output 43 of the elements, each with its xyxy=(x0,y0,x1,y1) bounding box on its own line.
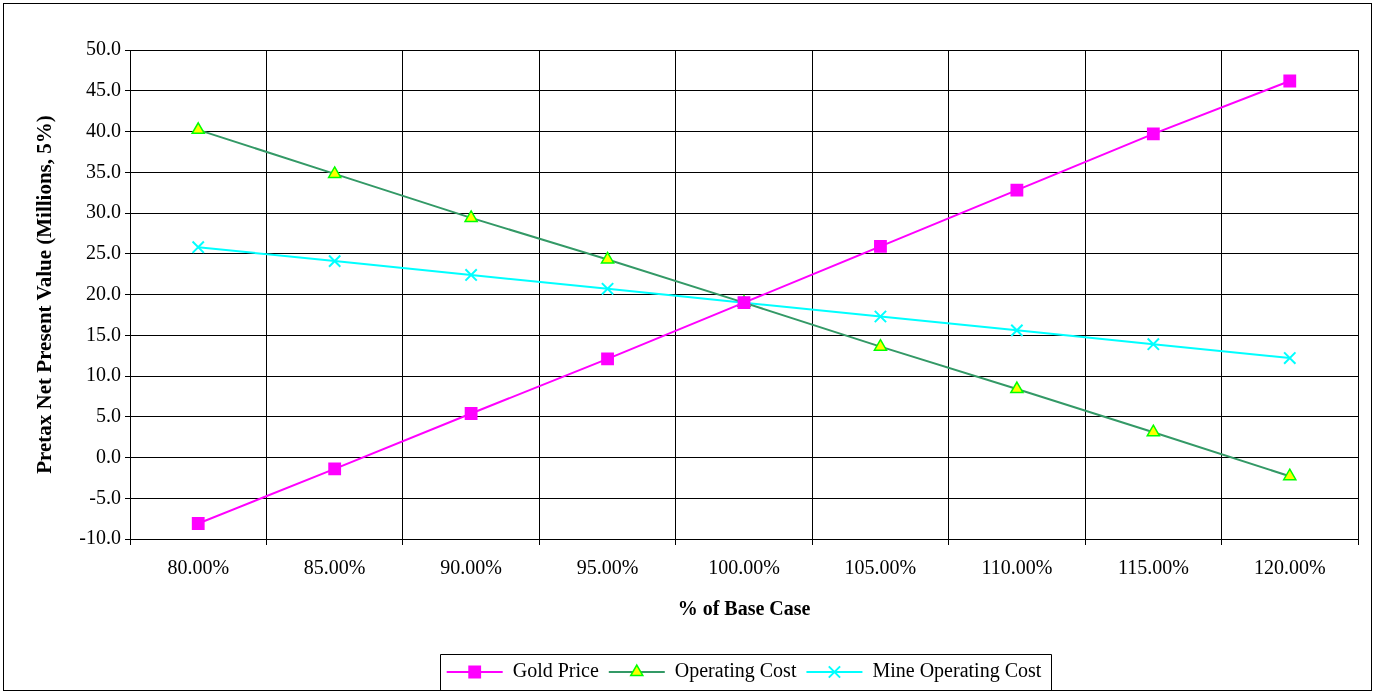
x-tick-label: 90.00% xyxy=(440,556,502,579)
point xyxy=(191,517,205,530)
y-tick-label: 35.0 xyxy=(86,159,121,182)
x-tick-label: 100.00% xyxy=(708,556,780,579)
point xyxy=(464,407,478,420)
y-tick-label: 50.0 xyxy=(86,37,121,60)
point xyxy=(874,240,887,253)
point xyxy=(1283,74,1297,88)
legend-label: Gold Price xyxy=(512,659,599,682)
y-tick-label: -5.0 xyxy=(89,485,121,508)
x-tick-label: 85.00% xyxy=(303,556,366,579)
legend-label: Operating Cost xyxy=(674,659,797,683)
point xyxy=(1146,337,1160,351)
point xyxy=(1146,127,1160,141)
y-tick-label: 30.0 xyxy=(86,200,121,223)
point xyxy=(328,462,342,476)
point xyxy=(328,254,342,268)
point xyxy=(600,282,615,296)
point xyxy=(1010,183,1024,197)
y-tick-label: 45.0 xyxy=(86,78,121,100)
point xyxy=(601,352,614,366)
point xyxy=(1010,323,1024,338)
point xyxy=(191,240,205,254)
y-tick-label: 20.0 xyxy=(86,281,121,304)
y-axis-title: Pretax Net Present Value (Millions, 5%) xyxy=(32,115,57,474)
x-tick-label: 80.00% xyxy=(167,556,230,579)
y-tick-label: 15.0 xyxy=(86,322,121,345)
x-tick-label: 105.00% xyxy=(844,556,917,579)
y-tick-label: -10.0 xyxy=(79,526,121,549)
y-tick-label: 25.0 xyxy=(86,241,121,263)
x-tick-label: 110.00% xyxy=(981,556,1053,579)
x-tick-label: 95.00% xyxy=(576,556,639,579)
legend-label: Mine Operating Cost xyxy=(872,659,1042,683)
y-tick-label: 40.0 xyxy=(86,118,121,141)
x-tick-label: 120.00% xyxy=(1253,556,1326,579)
point xyxy=(873,309,888,324)
y-tick-label: 5.0 xyxy=(96,404,121,426)
point xyxy=(1283,351,1297,365)
x-axis-title: % of Base Case xyxy=(677,597,811,620)
point xyxy=(464,268,478,282)
y-tick-label: 0.0 xyxy=(96,444,121,467)
x-tick-label: 115.00% xyxy=(1117,556,1189,579)
y-tick-label: 10.0 xyxy=(86,363,121,386)
